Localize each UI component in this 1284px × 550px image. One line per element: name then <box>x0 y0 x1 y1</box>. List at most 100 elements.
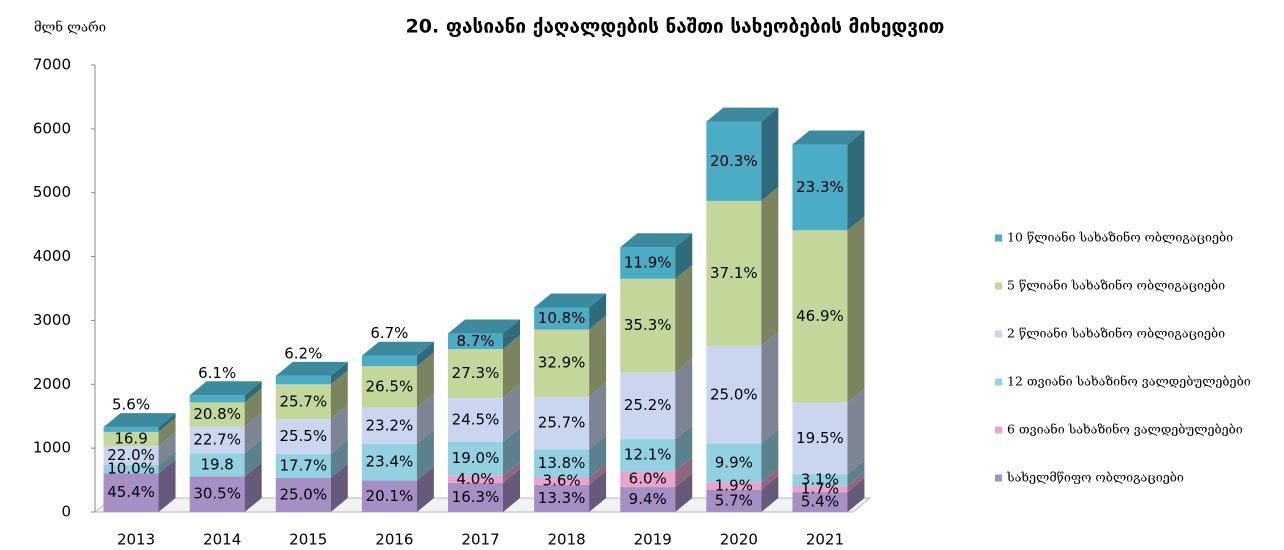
data-label: 25.0% <box>710 385 758 403</box>
data-label: 1.9% <box>715 477 753 495</box>
bar-segment <box>275 477 331 512</box>
bar-segment <box>534 396 590 450</box>
bar-top <box>706 107 779 122</box>
data-label: 25.5% <box>279 427 327 445</box>
legend-swatch <box>995 330 1002 338</box>
bar-side <box>503 461 520 483</box>
y-tick-label: 3000 <box>33 311 71 329</box>
bar-side <box>244 439 262 477</box>
data-label: 13.3% <box>538 489 586 507</box>
bar-side <box>416 466 434 512</box>
bar-segment <box>534 449 590 478</box>
bar-side <box>503 335 520 398</box>
data-label: 16.9 <box>114 430 147 448</box>
bar-side <box>675 358 693 440</box>
bar-top <box>275 361 348 376</box>
y-axis-label: მლნ ლარი <box>34 20 106 36</box>
data-label: 19.0% <box>452 449 500 467</box>
bar-side <box>847 460 865 486</box>
data-label: 19.5% <box>796 429 844 447</box>
data-label: 17.7% <box>279 456 327 474</box>
bar-segment <box>534 477 590 485</box>
bar-segment <box>792 230 848 403</box>
bar-side <box>158 413 176 432</box>
y-tick-label: 1000 <box>33 439 71 457</box>
bar-segment <box>534 307 590 330</box>
bar-segment <box>361 443 417 481</box>
bar-segment <box>620 487 676 512</box>
data-label: 8.7% <box>456 332 494 350</box>
data-label: 37.1% <box>710 264 758 282</box>
bar-side <box>761 186 779 346</box>
legend-swatch <box>995 378 1002 386</box>
bar-segment <box>189 402 245 427</box>
bar-segment <box>706 443 762 483</box>
data-label: 32.9% <box>538 354 586 372</box>
bar-segment <box>448 397 503 442</box>
bar-segment <box>448 333 503 350</box>
bar-side <box>244 388 262 427</box>
bar-side <box>158 459 176 512</box>
x-tick-label: 2019 <box>634 531 672 549</box>
bar-segment <box>448 475 503 483</box>
bar-side <box>416 393 434 444</box>
data-label: 30.5% <box>193 485 241 503</box>
bar-segment <box>620 278 676 373</box>
bar-side <box>675 457 693 488</box>
bar-side <box>330 439 348 478</box>
data-label: 45.4% <box>107 483 155 501</box>
bar-segment <box>189 476 245 512</box>
data-label: 1.7% <box>801 480 839 498</box>
bar-segment <box>792 485 848 493</box>
data-label: 6.7% <box>370 324 408 342</box>
bar-side <box>761 475 779 512</box>
bar-segment <box>361 355 417 367</box>
bar-side <box>158 432 176 465</box>
bar-side <box>330 405 348 454</box>
data-label: 6.2% <box>284 344 322 362</box>
bar-segment <box>706 345 762 444</box>
bar-side <box>503 319 520 350</box>
bar-segment <box>706 200 762 346</box>
bar-segment <box>189 453 245 477</box>
bar-segment <box>792 402 848 475</box>
bar-side <box>244 462 262 512</box>
legend-swatch <box>995 426 1002 434</box>
data-label: 20.1% <box>366 487 414 505</box>
bar-segment <box>275 453 331 478</box>
bar-segment <box>620 439 676 472</box>
bar-side <box>244 412 262 454</box>
data-label: 10.8% <box>538 309 586 327</box>
bar-side <box>761 468 779 490</box>
legend-swatch <box>995 234 1002 242</box>
legend-label: 6 თვიანი სახაზინო ვალდებულებები <box>1007 422 1243 437</box>
data-label: 10.0% <box>107 460 155 478</box>
bar-side <box>503 427 520 476</box>
data-label: 9.4% <box>629 490 667 508</box>
data-label: 25.7% <box>538 414 586 432</box>
bar-side <box>416 352 434 408</box>
y-tick-label: 0 <box>61 503 71 521</box>
legend-label: 10 წლიანი სახაზინო ობლიგაციები <box>1007 230 1233 245</box>
bar-top <box>448 319 520 334</box>
data-label: 3.6% <box>543 472 581 490</box>
data-label: 27.3% <box>452 364 500 382</box>
bar-segment <box>275 384 331 420</box>
bar-segment <box>534 484 590 512</box>
bar-top <box>361 341 434 356</box>
data-label: 25.7% <box>279 392 327 410</box>
bar-side <box>503 468 520 512</box>
bar-top <box>189 381 262 396</box>
bar-segment <box>189 395 245 403</box>
bar-side <box>675 473 693 512</box>
bar-segment <box>792 144 848 231</box>
y-tick-label: 2000 <box>33 375 71 393</box>
bar-side <box>244 381 262 403</box>
bar-segment <box>361 407 417 444</box>
bar-segment <box>792 474 848 486</box>
bar-side <box>158 417 176 447</box>
data-label: 5.4% <box>801 493 839 511</box>
bar-side <box>330 370 348 420</box>
x-tick-label: 2013 <box>117 531 155 549</box>
data-label: 12.1% <box>624 446 672 464</box>
